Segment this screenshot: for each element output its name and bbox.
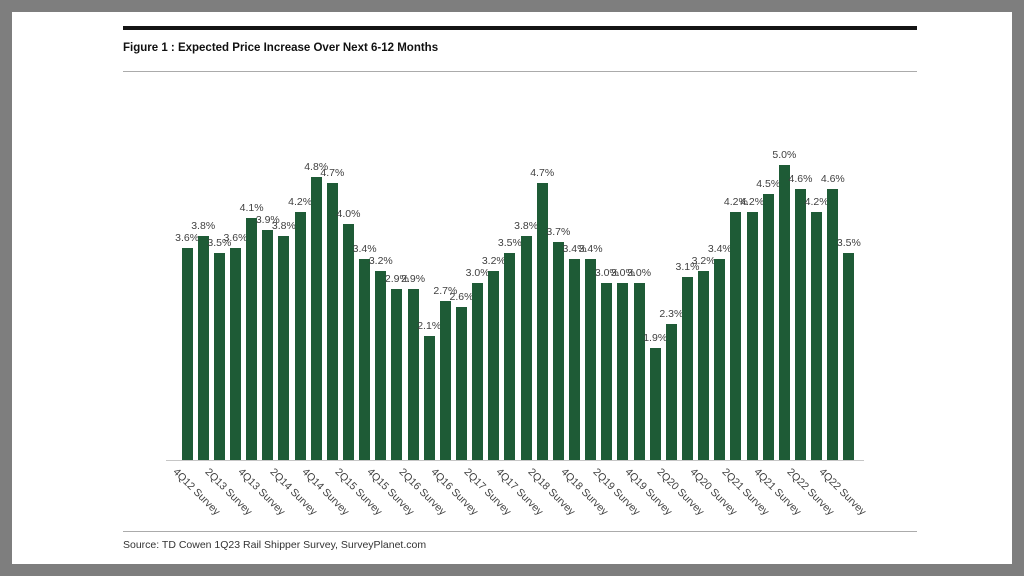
bar-value-label: 2.1%: [417, 320, 442, 332]
bar-value-label: 4.0%: [336, 208, 361, 220]
bar: [343, 224, 354, 460]
bar-value-label: 3.5%: [836, 237, 861, 249]
bar-value-label: 1.9%: [643, 332, 668, 344]
bar-chart: 3.6% 3.8% 3.5% 3.6% 4.1% 3.9% 3.8% 4.2% 4.8% 4.7%…: [12, 12, 1012, 564]
bar-value-label: 3.7%: [546, 226, 571, 238]
bar-value-label: 4.6%: [820, 173, 845, 185]
bar-value-label: 5.0%: [772, 149, 797, 161]
bar: [601, 283, 613, 460]
bar: [407, 289, 419, 460]
bar: [456, 307, 467, 460]
bar-value-label: 2.3%: [659, 308, 684, 320]
bar-value-label: 3.0%: [465, 267, 490, 279]
bar: [439, 301, 451, 460]
bar: [359, 259, 371, 460]
bar-value-label: 4.2%: [723, 196, 748, 208]
bar-value-label: 3.2%: [691, 255, 716, 267]
bar: [536, 183, 548, 460]
bar: [197, 236, 209, 460]
bar: [472, 283, 484, 460]
bar: [730, 212, 742, 460]
bar-value-label: 3.2%: [481, 255, 506, 267]
bar-value-label: 3.6%: [223, 232, 248, 244]
bar: [617, 283, 629, 460]
bar: [504, 253, 516, 460]
bar: [714, 259, 726, 460]
bar: [795, 189, 806, 460]
bar-value-label: 4.5%: [756, 178, 781, 190]
bar-value-label: 3.8%: [191, 220, 216, 232]
bar: [375, 271, 387, 460]
bar: [569, 259, 580, 460]
bar-value-label: 2.7%: [433, 285, 458, 297]
bar: [682, 277, 693, 460]
bar-value-label: 4.7%: [530, 167, 555, 179]
bar-value-label: 2.6%: [449, 291, 474, 303]
bar-value-label: 3.4%: [562, 243, 587, 255]
document-page: Figure 1 : Expected Price Increase Over …: [12, 12, 1012, 564]
bar: [326, 183, 338, 460]
bar-value-label: 3.2%: [368, 255, 393, 267]
bar-value-label: 4.2%: [804, 196, 829, 208]
bar: [423, 336, 435, 460]
bar: [746, 212, 758, 460]
bar-value-label: 4.7%: [320, 167, 345, 179]
bar: [649, 348, 661, 460]
title-top-rule: [123, 26, 917, 30]
bar-value-label: 3.0%: [594, 267, 619, 279]
bar: [294, 212, 306, 460]
title-divider: [123, 71, 917, 72]
bar: [488, 271, 500, 460]
bar-value-label: 3.6%: [175, 232, 200, 244]
bar: [391, 289, 403, 460]
bar-value-label: 3.5%: [207, 237, 232, 249]
bar: [278, 236, 290, 460]
bar: [762, 194, 774, 460]
bar-value-label: 3.8%: [271, 220, 296, 232]
bar-value-label: 4.8%: [304, 161, 329, 173]
bar-value-label: 3.4%: [578, 243, 603, 255]
bar-value-label: 3.9%: [255, 214, 280, 226]
bar: [843, 253, 855, 460]
bar-value-label: 4.1%: [239, 202, 264, 214]
bar-value-label: 2.9%: [384, 273, 409, 285]
bar-value-label: 3.0%: [610, 267, 635, 279]
bar: [213, 253, 225, 460]
x-axis-line: [166, 460, 864, 461]
bar-value-label: 3.5%: [497, 237, 522, 249]
bar: [310, 177, 322, 460]
bar: [633, 283, 645, 460]
bar: [811, 212, 823, 460]
source-divider: [123, 531, 917, 532]
bar: [181, 248, 193, 460]
bar: [665, 324, 677, 460]
bar: [778, 165, 790, 460]
source-note: Source: TD Cowen 1Q23 Rail Shipper Surve…: [123, 539, 427, 551]
bar-value-label: 3.0%: [627, 267, 652, 279]
figure-title: Figure 1 : Expected Price Increase Over …: [123, 42, 439, 54]
bar-value-label: 4.6%: [788, 173, 813, 185]
bar: [230, 248, 241, 460]
bar: [520, 236, 532, 460]
bar-value-label: 3.4%: [352, 243, 377, 255]
bar-value-label: 2.9%: [401, 273, 426, 285]
bar-value-label: 3.8%: [514, 220, 539, 232]
bar-value-label: 4.2%: [288, 196, 313, 208]
bar-value-label: 3.1%: [675, 261, 700, 273]
bar: [827, 189, 839, 460]
bar: [246, 218, 258, 460]
bar-value-label: 3.4%: [707, 243, 732, 255]
bar: [585, 259, 597, 460]
bar: [552, 242, 564, 460]
bar: [698, 271, 710, 460]
bar: [262, 230, 274, 460]
bar-value-label: 4.2%: [740, 196, 765, 208]
